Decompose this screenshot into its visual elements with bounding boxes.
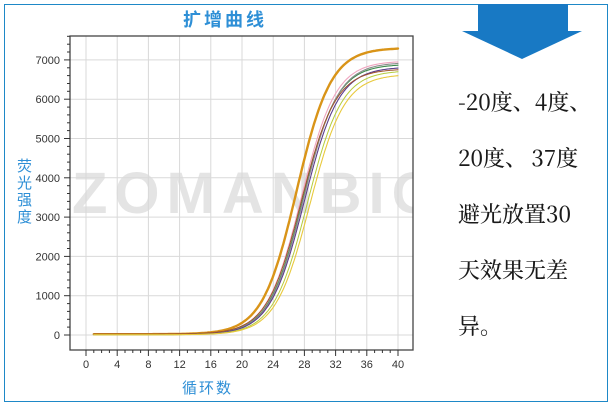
svg-text:8: 8 (145, 359, 151, 371)
svg-text:36: 36 (361, 359, 373, 371)
svg-text:32: 32 (329, 359, 341, 371)
svg-text:4000: 4000 (36, 173, 60, 185)
svg-text:28: 28 (298, 359, 310, 371)
svg-text:0: 0 (54, 330, 60, 342)
svg-text:4: 4 (114, 359, 120, 371)
svg-text:2000: 2000 (36, 251, 60, 263)
svg-text:40: 40 (392, 359, 404, 371)
svg-text:5000: 5000 (36, 134, 60, 146)
svg-text:6000: 6000 (36, 94, 60, 106)
svg-text:0: 0 (83, 359, 89, 371)
svg-text:3000: 3000 (36, 212, 60, 224)
svg-text:1000: 1000 (36, 291, 60, 303)
svg-text:16: 16 (205, 359, 217, 371)
svg-text:7000: 7000 (36, 55, 60, 67)
svg-text:20: 20 (236, 359, 248, 371)
svg-text:12: 12 (173, 359, 185, 371)
svg-text:24: 24 (267, 359, 279, 371)
